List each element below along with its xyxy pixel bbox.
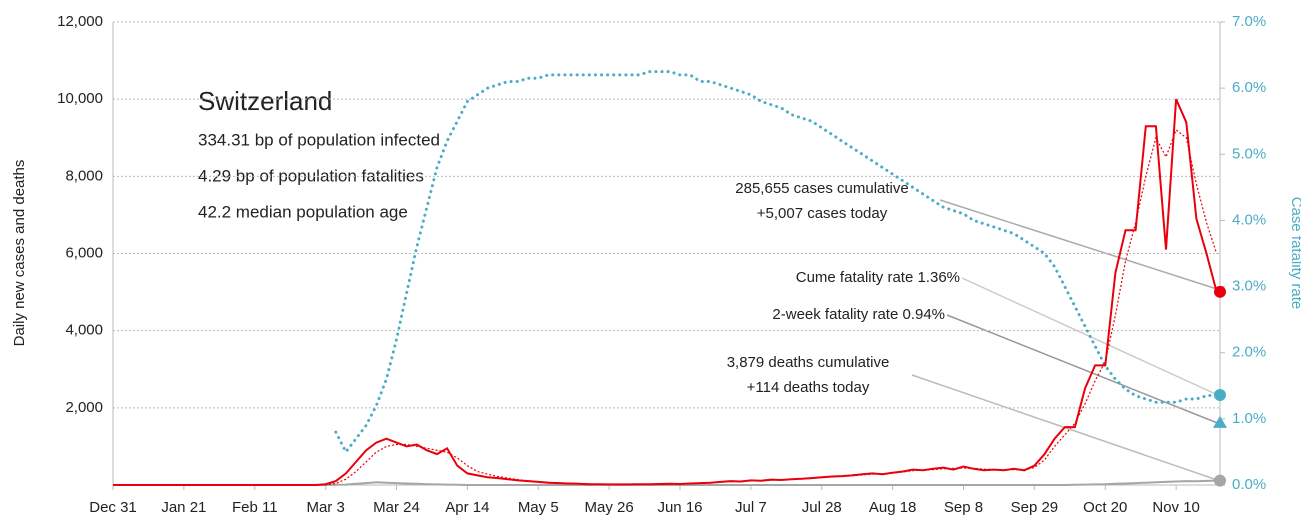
annotation: Cume fatality rate 1.36%: [796, 269, 960, 286]
series-line: [113, 98, 1218, 486]
y-tick-label: 8,000: [65, 167, 103, 184]
annotation: 2-week fatality rate 0.94%: [772, 306, 945, 323]
x-tick-label: May 5: [518, 499, 559, 516]
y2-tick-label: 0.0%: [1232, 476, 1266, 493]
annotation: 3,879 deaths cumulative: [727, 354, 890, 371]
info-line: 334.31 bp of population infected: [198, 130, 440, 149]
end-marker: [1214, 285, 1226, 298]
end-marker: [1214, 474, 1226, 487]
series-line: [334, 70, 1219, 455]
y2-tick-label: 1.0%: [1232, 410, 1266, 427]
x-tick-label: Mar 24: [373, 499, 420, 516]
y-tick-label: 10,000: [57, 90, 103, 107]
y-tick-label: 2,000: [65, 399, 103, 416]
y-tick-label: 4,000: [65, 322, 103, 339]
country-title: Switzerland: [198, 86, 332, 116]
y-axis-label: Daily new cases and deaths: [11, 160, 28, 347]
y2-tick-label: 2.0%: [1232, 344, 1266, 361]
annotation: 285,655 cases cumulative: [735, 180, 908, 197]
x-tick-label: May 26: [585, 499, 634, 516]
y2-tick-label: 5.0%: [1232, 145, 1266, 162]
y-tick-label: 6,000: [65, 244, 103, 261]
x-tick-label: Dec 31: [89, 499, 137, 516]
x-tick-label: Jan 21: [161, 499, 206, 516]
leader-line: [946, 314, 1221, 425]
y2-tick-label: 4.0%: [1232, 211, 1266, 228]
x-tick-label: Sep 29: [1011, 499, 1059, 516]
annotation: +114 deaths today: [747, 379, 870, 396]
x-tick-label: Oct 20: [1083, 499, 1127, 516]
x-tick-label: Feb 11: [232, 499, 278, 516]
x-tick-label: Jul 7: [735, 499, 767, 516]
x-tick-label: Sep 8: [944, 499, 983, 516]
y-tick-label: 12,000: [57, 13, 103, 30]
y2-tick-label: 7.0%: [1232, 13, 1266, 30]
annotation: +5,007 cases today: [757, 205, 888, 222]
end-marker: [1213, 415, 1227, 428]
y2-tick-label: 6.0%: [1232, 79, 1266, 96]
y2-axis-label: Case fatality rate: [1288, 197, 1301, 310]
info-line: 42.2 median population age: [198, 202, 408, 221]
y2-tick-label: 3.0%: [1232, 278, 1266, 295]
end-marker: [1214, 389, 1226, 402]
x-tick-label: Mar 3: [306, 499, 344, 516]
x-tick-label: Apr 14: [445, 499, 489, 516]
x-tick-label: Jul 28: [802, 499, 842, 516]
x-tick-label: Aug 18: [869, 499, 917, 516]
x-tick-label: Jun 16: [657, 499, 702, 516]
x-tick-label: Nov 10: [1152, 499, 1200, 516]
leader-line: [939, 199, 1221, 291]
